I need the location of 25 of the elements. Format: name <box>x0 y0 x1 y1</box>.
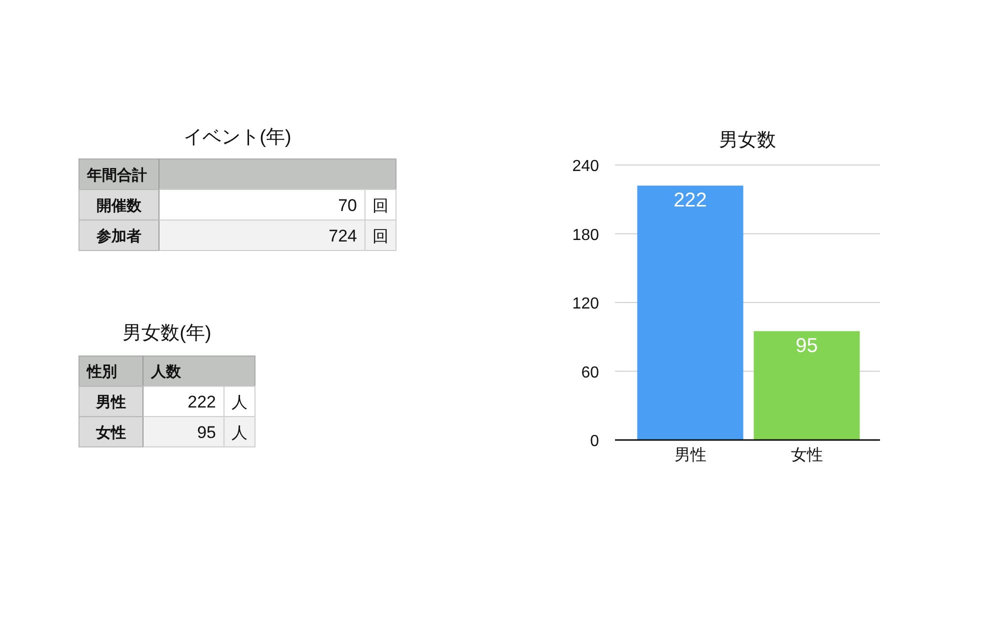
data-label: 222 <box>188 392 216 412</box>
text: 回 <box>372 198 388 215</box>
text: 性別 <box>86 364 117 381</box>
text: 人 <box>232 424 248 442</box>
data-label: 724 <box>328 226 357 246</box>
y-tick-label: 120 <box>572 296 600 312</box>
text: 年間合計 <box>86 166 147 184</box>
text: 男女数(年) <box>122 323 212 344</box>
category-label: 開催数 <box>96 197 142 214</box>
text: 回 <box>372 228 388 246</box>
text: 人数 <box>150 364 182 381</box>
data-label: 222 <box>674 190 707 212</box>
category-label: 参加者 <box>96 228 142 245</box>
y-tick-label: 240 <box>572 158 600 175</box>
text: イベント(年) <box>184 127 292 148</box>
category-label: 女性 <box>95 424 126 442</box>
y-tick-label: 60 <box>581 364 600 382</box>
data-label: 70 <box>338 196 357 215</box>
y-tick-label: 180 <box>572 226 600 244</box>
data-label: 95 <box>197 422 216 442</box>
chart-title: 男女数 <box>719 130 776 151</box>
y-tick-label: 0 <box>590 433 600 450</box>
text: 人 <box>232 394 248 412</box>
data-label: 95 <box>796 335 818 358</box>
category-label: 男性 <box>95 394 126 411</box>
